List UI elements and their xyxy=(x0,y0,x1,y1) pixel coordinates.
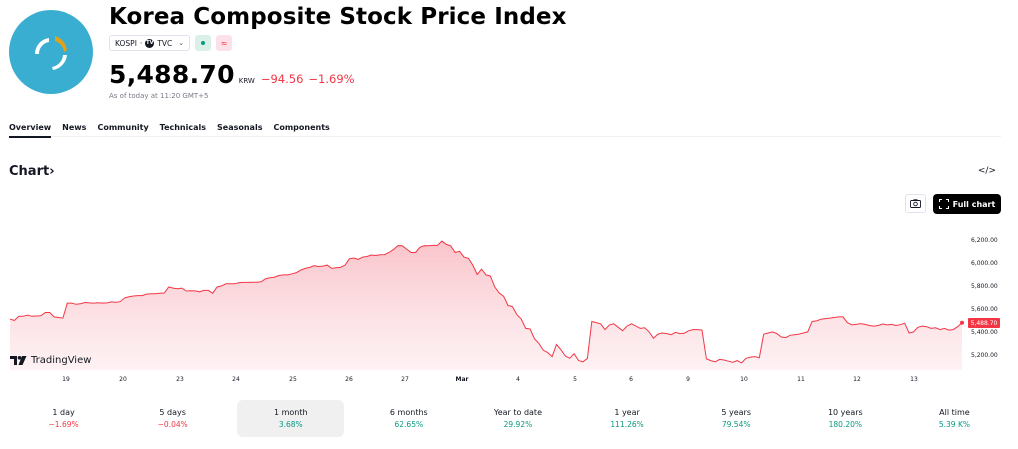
chevron-down-icon: ⌄ xyxy=(178,39,185,47)
x-tick-label: 4 xyxy=(516,376,520,383)
period-label: 5 days xyxy=(159,408,186,417)
symbol-label: KOSPI xyxy=(115,38,137,48)
period-label: 1 month xyxy=(273,408,308,417)
x-tick-label: 13 xyxy=(910,376,918,383)
chart-line xyxy=(9,240,963,364)
currency: KRW xyxy=(238,77,255,85)
source-label: TVC xyxy=(157,38,173,48)
period-value: 111.26% xyxy=(610,420,644,429)
period-value: 79.54% xyxy=(721,420,751,429)
price-chart[interactable] xyxy=(0,220,1018,390)
chart-area-fill xyxy=(10,241,962,370)
period-value: −0.04% xyxy=(157,420,188,429)
price-change-pct: −1.69% xyxy=(308,72,355,86)
embed-code-icon[interactable]: </> xyxy=(977,166,996,176)
kospi-logo-icon xyxy=(34,36,67,70)
period-label: All time xyxy=(939,408,970,417)
performance-periods: 1 day −1.69% 5 days −0.04% 1 month 3.68%… xyxy=(9,400,1009,437)
x-tick-label: 5 xyxy=(573,376,577,383)
x-tick-label: 19 xyxy=(62,376,70,383)
last-price: 5,488.70 xyxy=(109,60,235,89)
tv-badge-icon: TV xyxy=(145,38,155,48)
tab-components[interactable]: Components xyxy=(273,123,330,132)
period-label: Year to date xyxy=(493,408,542,417)
separator: · xyxy=(139,38,143,48)
fullscreen-icon xyxy=(938,199,949,209)
x-tick-label: 26 xyxy=(345,376,353,383)
chart-heading-link[interactable]: Chart› xyxy=(9,164,55,179)
chart-heading: Chart xyxy=(9,164,50,179)
full-chart-button[interactable]: Full chart xyxy=(933,194,1001,214)
tab-technicals[interactable]: Technicals xyxy=(159,123,207,132)
x-tick-label: 24 xyxy=(232,376,240,383)
x-tick-label: 25 xyxy=(289,376,297,383)
period-value: −1.69% xyxy=(48,420,79,429)
price-change: −94.56 xyxy=(260,72,304,86)
period-value: 29.92% xyxy=(503,420,533,429)
as-of-timestamp: As of today at 11:20 GMT+5 xyxy=(109,92,209,100)
period-value: 180.20% xyxy=(828,420,862,429)
period-1-year[interactable]: 1 year 111.26% xyxy=(573,400,682,437)
last-price-tag: 5,488.70 xyxy=(968,318,1000,328)
y-tick-label: 6,000.00 xyxy=(971,260,998,267)
period-label: 10 years xyxy=(827,408,863,417)
period-1-day[interactable]: 1 day −1.69% xyxy=(9,400,118,437)
tab-overview[interactable]: Overview xyxy=(9,123,52,138)
camera-icon xyxy=(910,199,921,208)
price-row: 5,488.70 KRW −94.56 −1.69% xyxy=(109,60,355,89)
y-tick-label: 6,200.00 xyxy=(971,237,998,244)
chevron-right-icon: › xyxy=(49,164,55,179)
kospi-logo xyxy=(9,10,93,94)
x-tick-label: 27 xyxy=(401,376,409,383)
x-tick-label: 23 xyxy=(176,376,184,383)
period-5-days[interactable]: 5 days −0.04% xyxy=(118,400,227,437)
period-5-years[interactable]: 5 years 79.54% xyxy=(682,400,791,437)
period-label: 6 months xyxy=(389,408,428,417)
tab-news[interactable]: News xyxy=(62,123,87,132)
full-chart-label: Full chart xyxy=(952,199,996,209)
y-tick-label: 5,400.00 xyxy=(971,329,998,336)
x-tick-label: 6 xyxy=(629,376,633,383)
tab-seasonals[interactable]: Seasonals xyxy=(217,123,263,132)
period-label: 1 day xyxy=(52,408,75,417)
period-6-months[interactable]: 6 months 62.65% xyxy=(354,400,463,437)
last-point-marker xyxy=(960,320,964,325)
x-tick-label: 12 xyxy=(853,376,861,383)
snapshot-button[interactable] xyxy=(905,194,926,213)
period-10-years[interactable]: 10 years 180.20% xyxy=(791,400,900,437)
y-tick-label: 5,200.00 xyxy=(971,352,998,359)
delayed-data-badge[interactable]: ≈ xyxy=(216,35,233,51)
tradingview-watermark: TradingView xyxy=(10,355,91,366)
period-value: 5.39 K% xyxy=(938,420,970,429)
exchange-dropdown[interactable]: KOSPI · TV TVC ⌄ xyxy=(109,35,191,51)
tab-bar: Overview News Community Technicals Seaso… xyxy=(9,123,1001,138)
symbol-badges: KOSPI · TV TVC ⌄ ≈ xyxy=(109,35,233,51)
x-tick-label: 11 xyxy=(797,376,805,383)
period-value: 3.68% xyxy=(278,420,303,429)
x-tick-label: 9 xyxy=(686,376,690,383)
y-tick-label: 5,600.00 xyxy=(971,306,998,313)
y-tick-label: 5,800.00 xyxy=(971,283,998,290)
period-1-month[interactable]: 1 month 3.68% xyxy=(237,400,345,437)
tab-community[interactable]: Community xyxy=(97,123,149,132)
period-label: 5 years xyxy=(721,408,752,417)
x-tick-label: 10 xyxy=(740,376,748,383)
market-open-dot-icon xyxy=(201,41,206,45)
x-tick-label: 20 xyxy=(119,376,127,383)
period-all-time[interactable]: All time 5.39 K% xyxy=(900,400,1009,437)
x-tick-label: Mar xyxy=(455,376,469,383)
period-year-to-date[interactable]: Year to date 29.92% xyxy=(463,400,572,437)
market-open-badge[interactable] xyxy=(195,35,212,51)
tradingview-wordmark: TradingView xyxy=(31,355,92,366)
page-title: Korea Composite Stock Price Index xyxy=(109,4,567,30)
tradingview-logo-icon xyxy=(10,356,27,365)
approx-icon: ≈ xyxy=(220,38,228,48)
period-label: 1 year xyxy=(614,408,640,417)
period-value: 62.65% xyxy=(394,420,424,429)
